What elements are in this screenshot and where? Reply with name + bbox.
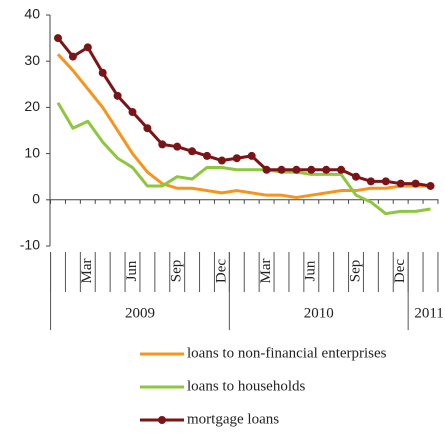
marker: [98, 68, 107, 77]
y-tick-label: -10: [20, 237, 40, 253]
y-tick-label: 20: [24, 98, 40, 114]
year-label: 2009: [125, 305, 155, 321]
marker: [307, 165, 316, 174]
marker: [173, 142, 182, 151]
marker: [128, 108, 137, 117]
marker: [158, 140, 167, 149]
series-line: [56, 53, 431, 199]
marker: [381, 177, 390, 186]
marker: [277, 165, 286, 174]
x-tick-label: Dec: [213, 259, 229, 283]
marker: [143, 124, 152, 133]
legend-label: loans to households: [187, 378, 305, 394]
marker: [232, 154, 241, 163]
y-tick-label: 10: [24, 144, 40, 160]
legend-marker: [158, 416, 166, 424]
x-tick-label: Dec: [392, 259, 408, 283]
marker: [247, 151, 256, 160]
x-tick-label: Jun: [124, 260, 140, 281]
y-tick-label: 40: [24, 6, 40, 22]
legend-label: mortgage loans: [187, 411, 279, 427]
y-tick-label: 30: [24, 52, 40, 68]
marker: [113, 91, 122, 100]
marker: [396, 179, 405, 188]
marker: [203, 151, 211, 160]
marker: [217, 156, 226, 165]
marker: [337, 165, 346, 174]
marker: [54, 34, 62, 43]
year-label: 2011: [414, 305, 443, 321]
legend-label: loans to non-financial enterprises: [187, 345, 387, 361]
marker: [68, 52, 77, 61]
year-label: 2010: [304, 305, 334, 321]
series-line: [56, 37, 431, 188]
x-tick-label: Mar: [79, 259, 95, 284]
marker: [262, 165, 271, 174]
x-tick-label: Sep: [347, 260, 363, 283]
x-tick-label: Mar: [258, 259, 274, 284]
series-line: [56, 102, 431, 216]
marker: [411, 179, 420, 188]
y-tick-label: 0: [32, 191, 40, 207]
marker: [83, 43, 92, 52]
marker: [352, 172, 360, 181]
x-tick-label: Sep: [169, 260, 185, 283]
marker: [188, 147, 197, 156]
marker: [366, 177, 375, 186]
marker: [292, 165, 301, 174]
marker: [322, 165, 331, 174]
x-tick-label: Jun: [303, 260, 319, 281]
marker: [426, 181, 435, 190]
